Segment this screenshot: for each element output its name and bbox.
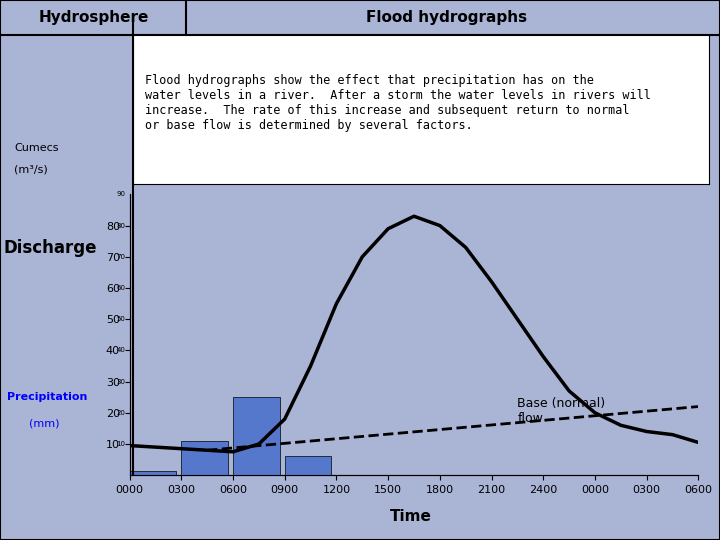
Bar	[181, 441, 228, 475]
Text: 40: 40	[117, 347, 125, 353]
Text: Discharge: Discharge	[4, 239, 97, 258]
Text: 60: 60	[117, 285, 125, 291]
Text: Hydrosphere: Hydrosphere	[38, 10, 149, 25]
Text: 90: 90	[117, 191, 125, 198]
Bar	[233, 397, 279, 475]
Text: Cumecs: Cumecs	[14, 143, 59, 153]
Bar	[284, 456, 331, 475]
Text: Flood hydrographs: Flood hydrographs	[366, 10, 527, 25]
Bar	[130, 470, 176, 475]
Text: (mm): (mm)	[29, 418, 59, 429]
Text: (m³/s): (m³/s)	[14, 165, 48, 175]
Text: 10: 10	[117, 441, 125, 447]
Text: Flood hydrographs show the effect that precipitation has on the
water levels in : Flood hydrographs show the effect that p…	[145, 73, 651, 132]
Text: 50: 50	[117, 316, 125, 322]
Text: 70: 70	[117, 254, 125, 260]
Text: 30: 30	[117, 379, 125, 384]
Text: 20: 20	[117, 410, 125, 416]
Text: Time: Time	[390, 509, 431, 524]
Text: Precipitation: Precipitation	[7, 392, 88, 402]
Text: 80: 80	[117, 222, 125, 228]
Text: Base (normal)
flow: Base (normal) flow	[518, 397, 606, 425]
